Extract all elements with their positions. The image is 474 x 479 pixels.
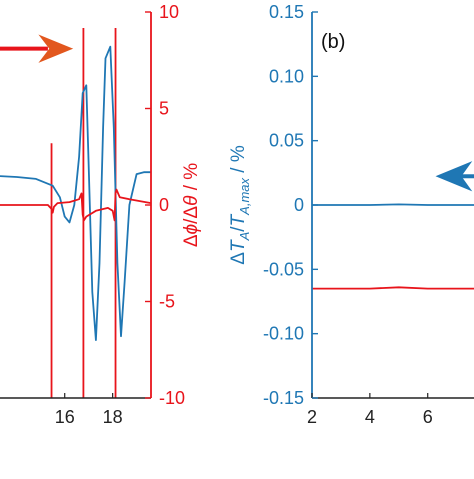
x-tick-label-16: 16 — [55, 407, 75, 427]
y-tick-label--0.05: -0.05 — [263, 259, 304, 279]
y-tick-label-10: 10 — [159, 2, 179, 22]
panel-a-arrow-head — [38, 34, 74, 63]
ylabel-b-sub2: A,max — [237, 178, 252, 216]
y-tick-label-0.1: 0.10 — [269, 66, 304, 86]
ylabel-a-delta1: Δ — [181, 234, 202, 247]
panel-a-x-ticks: 16 18 — [55, 393, 123, 427]
y-tick-label-0.05: 0.05 — [269, 131, 304, 151]
ylabel-b-unit: / % — [228, 145, 249, 178]
y-tick-label--10: -10 — [159, 388, 185, 408]
panel-a-arrow — [0, 34, 74, 63]
panel-b-arrow-head — [435, 161, 473, 192]
ylabel-b-delta: Δ — [228, 252, 249, 265]
x-tick-label-6: 6 — [423, 407, 433, 427]
panel-b-left-y-label: ΔTA/TA,max / % — [228, 145, 252, 265]
ylabel-a-unit: / % — [181, 163, 202, 196]
panel-b-x-ticks: 2 4 6 — [307, 393, 433, 427]
y-tick-label-0: 0 — [159, 195, 169, 215]
panel-a-vertical-lines — [50, 28, 117, 398]
panel-b-series-line-red — [312, 286, 474, 290]
panel-b-series — [312, 203, 474, 290]
ylabel-b-T2: T — [228, 213, 249, 226]
ylabel-a-theta: θ — [181, 195, 202, 206]
panel-b-series-line-blue — [312, 203, 474, 206]
x-tick-label-18: 18 — [103, 407, 123, 427]
ylabel-b-sub1: A — [237, 232, 252, 242]
ylabel-b-T1: T — [228, 239, 249, 252]
panel-a-series-line-blue — [0, 45, 151, 341]
panel-a-right-y-ticks: 10 5 0 -5 -10 — [145, 2, 185, 408]
panel-b-left-y-ticks: 0.15 0.10 0.05 0 -0.05 -0.10 -0.15 — [263, 2, 318, 408]
y-tick-label--0.15: -0.15 — [263, 388, 304, 408]
y-tick-label-5: 5 — [159, 99, 169, 119]
x-tick-label-4: 4 — [365, 407, 375, 427]
y-tick-label-0: 0 — [294, 195, 304, 215]
x-tick-label-2: 2 — [307, 407, 317, 427]
panel-a-right-y-label: Δϕ/Δθ / % — [181, 163, 202, 247]
panel-b-label: (b) — [321, 31, 345, 53]
y-tick-label--0.1: -0.10 — [263, 324, 304, 344]
ylabel-a-delta2: /Δ — [181, 206, 202, 224]
panel-a-series — [0, 45, 152, 341]
ylabel-b-slash: / — [228, 226, 249, 232]
panel-b-arrow — [435, 161, 474, 192]
y-tick-label--5: -5 — [159, 292, 175, 312]
y-tick-label-0.15: 0.15 — [269, 2, 304, 22]
panel-a-series-line-red — [0, 188, 152, 222]
ylabel-a-phi: ϕ — [181, 224, 202, 235]
